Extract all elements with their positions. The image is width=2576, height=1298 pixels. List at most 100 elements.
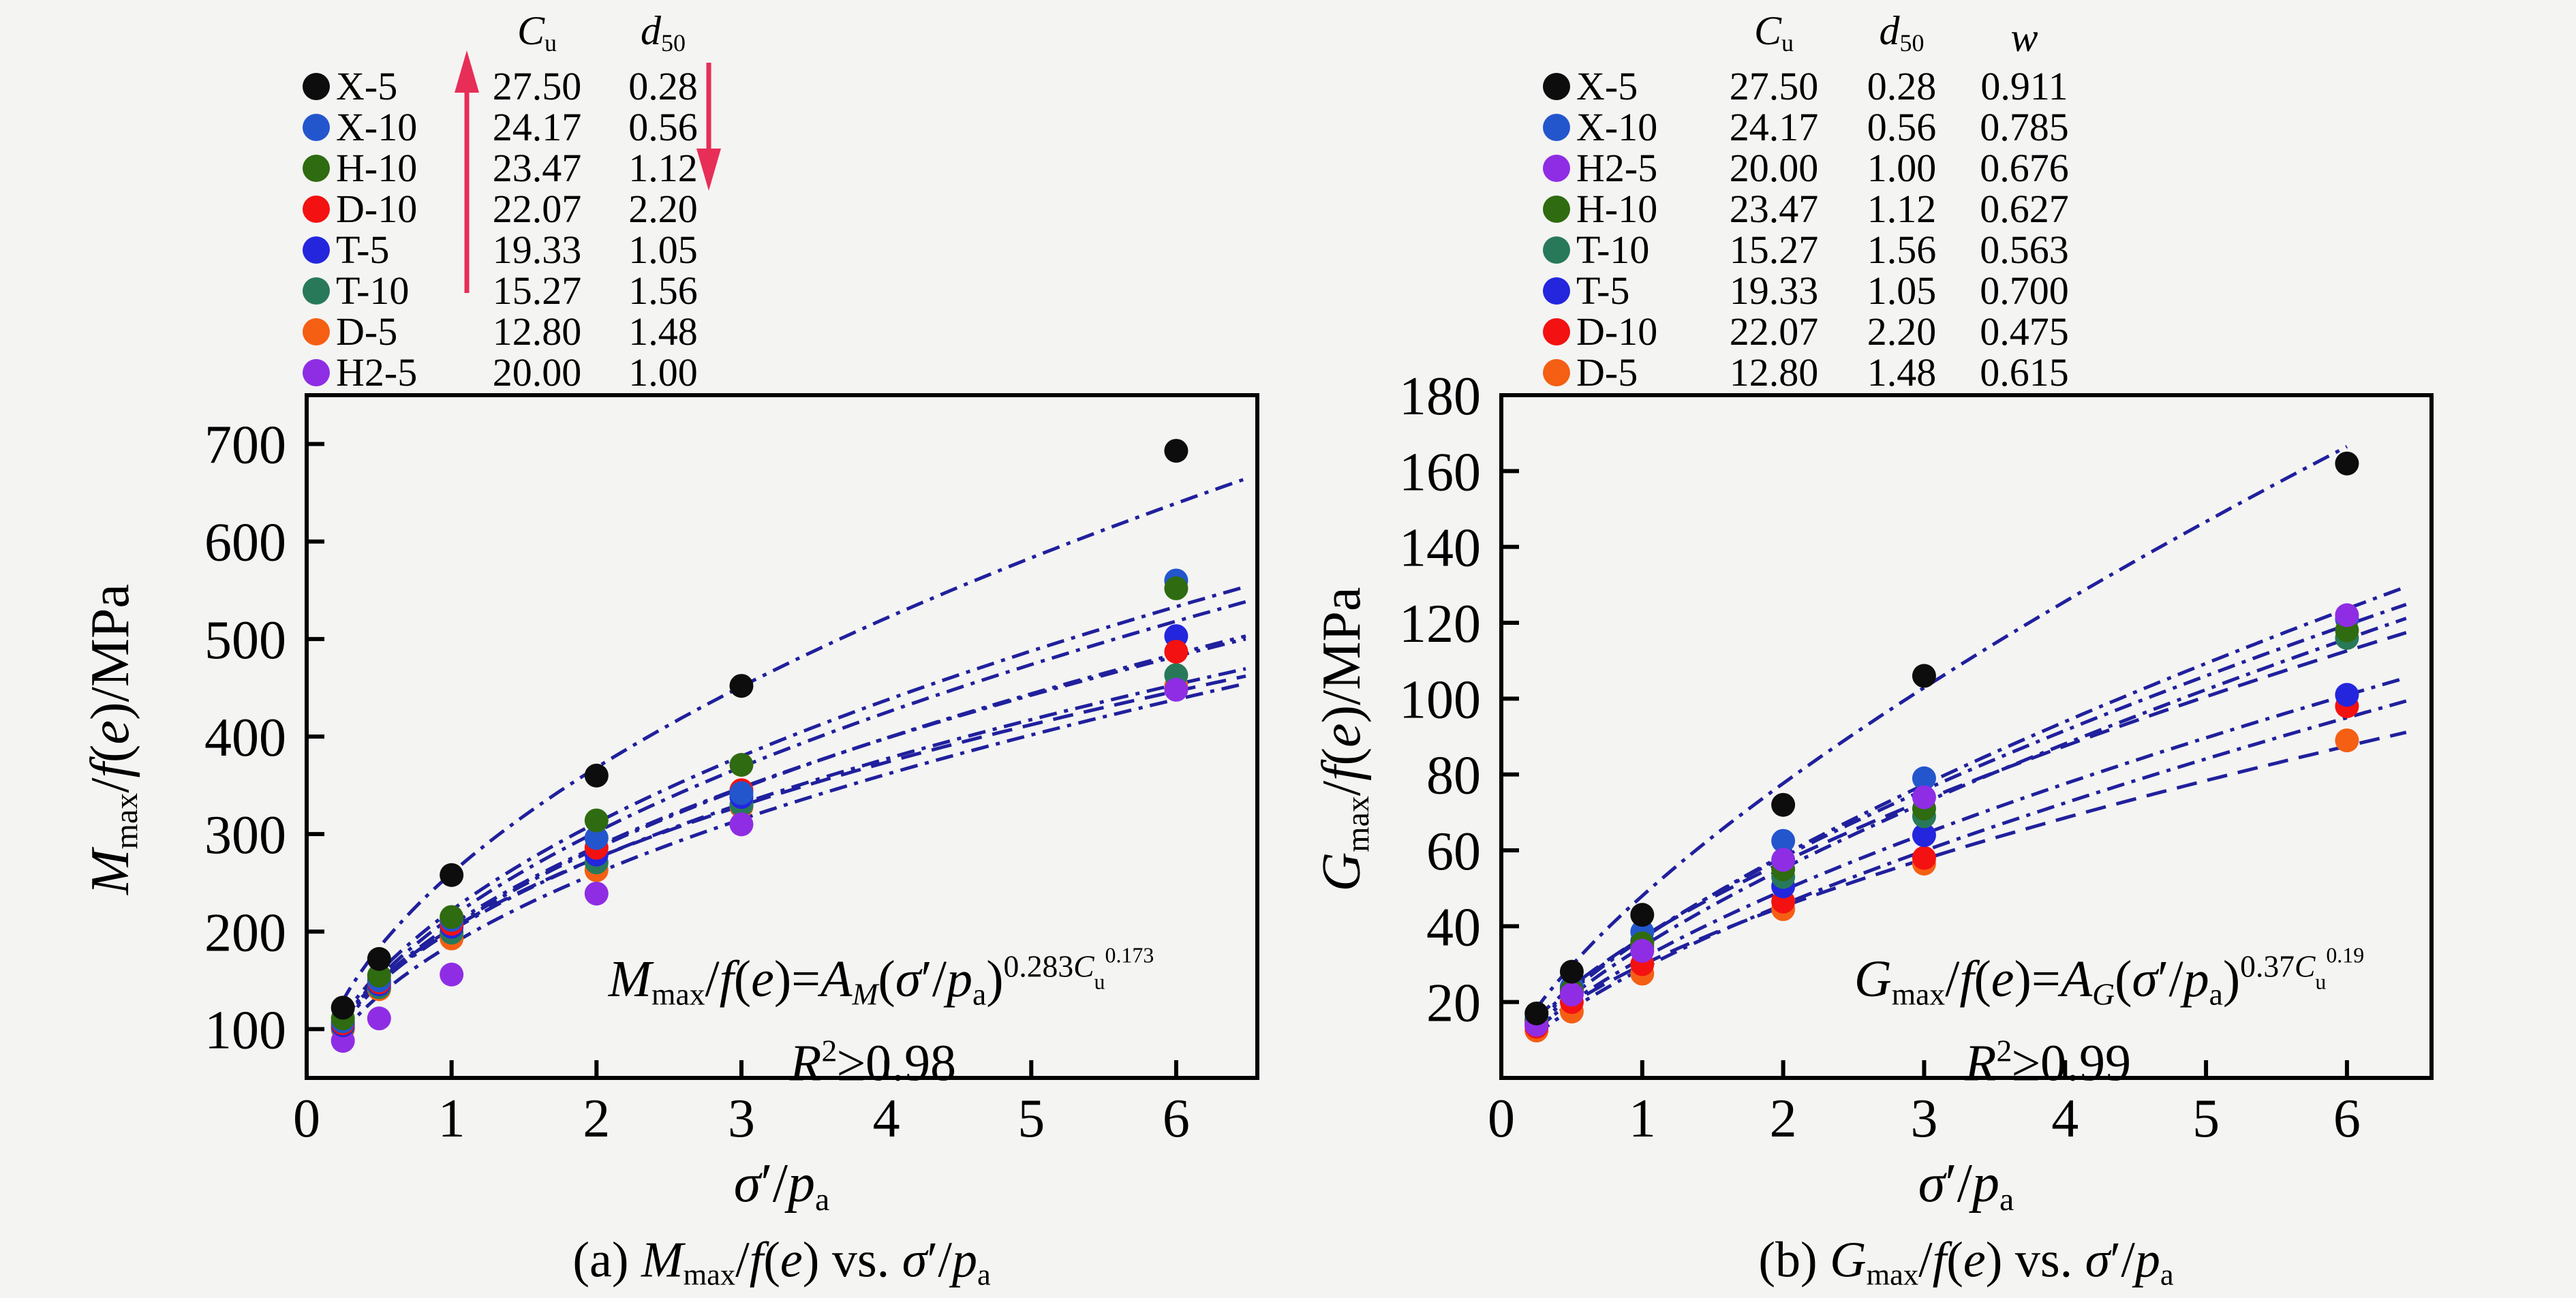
point-b-X-5-0.5 [1559,959,1584,984]
legend-row-D-5 [296,318,336,345]
rich-text-token: a [972,976,987,1012]
point-a-H2-5-0.5 [367,1006,391,1031]
x-tick-label-b-5: 5 [2192,1089,2220,1149]
y-tick-label-b-40: 40 [1426,897,1481,957]
legend-cu-X-10: 24.17 [1729,105,1819,149]
legend-label-X-10: X-10 [1576,105,1658,149]
rich-text-token: f [749,1232,764,1288]
rich-text-token: σ [733,1153,761,1214]
rich-text-token: p [1972,1153,1999,1214]
rich-text-token: G [2092,976,2115,1012]
rich-text-token: R [1965,1034,1997,1092]
rich-text-token: p [787,1153,815,1214]
legend-marker-H2-5 [1543,155,1570,182]
rich-text-token: e [751,950,774,1008]
rich-text-token: ) [1311,705,1372,724]
point-a-H-10-0.5 [367,963,391,988]
legend-w-X-5: 0.911 [1980,64,2068,108]
rich-text-token: max [1891,976,1946,1012]
point-a-H-10-1 [440,905,464,929]
fit-curve-a-X-5 [339,477,1246,1004]
fit-curve-b-D-10 [1534,699,2407,1037]
legend-label-D-5: D-5 [336,309,398,354]
rich-text-token: u [545,29,557,57]
legend-marker-X-5 [1543,73,1570,100]
rich-text-token: 0.283 [1003,948,1074,984]
legend-label-H-10: H-10 [336,146,418,190]
legend-cu-X-10: 24.17 [492,105,582,149]
rich-text-token: a [1999,1181,2014,1218]
rich-text-token: e [780,1232,803,1288]
legend-row-D-10 [296,196,336,223]
fit-curve-a-H-10 [339,585,1246,1020]
legend-b: Cu d50 w X-5 27.50 0.28 0.911 X-10 24.17 0.56 0.78… [1537,8,2087,393]
fit-curve-a-D-10 [340,634,1246,1028]
rich-text-token: / [2121,1232,2135,1288]
legend-d50-D-10: 2.20 [1867,309,1937,354]
legend-row-T-5 [296,236,336,264]
rich-text-token: 0.19 [2326,943,2365,968]
legend-marker-D-10 [303,196,330,223]
rich-text-token: ) [986,950,1004,1008]
x-tick-label-b-3: 3 [1910,1089,1937,1149]
legend-cu-H2-5: 20.00 [492,350,582,395]
caption-a: (a) Mmax/f(e) vs. σ′/pa [572,1231,990,1292]
legend-d50-T-10: 1.56 [1867,228,1937,272]
legend-label-D-5: D-5 [1576,350,1638,395]
rich-text-token: C [517,8,545,54]
legend-cu-T-5: 19.33 [1729,268,1819,313]
y-tick-label-b-160: 160 [1399,442,1481,502]
legend-row-T-5 [1537,277,1576,305]
rich-text-token: C [2294,948,2316,984]
rich-text-token: 50 [661,29,686,57]
rich-text-token: σ [2085,1232,2111,1288]
legend-row-X-5 [296,73,336,100]
point-b-H2-5-2 [1771,848,1796,872]
fit-curve-b-H2-5 [1533,602,2407,1024]
legend-label-X-10: X-10 [336,105,418,149]
rich-text-token: ( [878,950,895,1008]
legend-label-X-5: X-5 [1576,64,1638,108]
rich-text-token: G [1311,852,1372,892]
legend-w-H-10: 0.627 [1980,187,2069,231]
rich-text-token: M [641,1232,684,1288]
point-b-D-5-6 [2335,728,2359,753]
x-axis-label-b: σ′/pa [1918,1153,2014,1218]
legend-d50-X-5: 0.28 [628,64,698,108]
rich-text-token: ) [80,702,140,721]
rich-text-token: ′ [2157,950,2169,1008]
legend-header-cu: Cu [1706,10,1842,63]
point-b-T-5-6 [2335,683,2359,707]
point-a-H2-5-3 [729,812,754,837]
legend-label-H2-5: H2-5 [336,350,418,395]
x-tick-label-a-2: 2 [583,1089,610,1149]
rich-text-token: d [641,8,661,54]
point-a-H2-5-2 [584,881,609,906]
fit-equation-b: Gmax/f(e)=AG(σ′/pa)0.37Cu0.19 [1854,943,2364,1012]
rich-text-token: f [1311,765,1372,781]
fit-equation-a: Mmax/f(e)=AM(σ′/pa)0.283Cu0.173 [609,943,1154,1012]
point-a-H2-5-1 [440,962,464,987]
rich-text-token: M [608,950,652,1008]
rich-text-token: a [2209,976,2223,1012]
rich-text-token: max [1340,796,1377,852]
point-a-X-5-3 [729,674,754,698]
point-a-X-5-2 [584,763,609,788]
rich-text-token: ≥ [2012,1034,2040,1092]
y-tick-label-b-180: 180 [1399,367,1481,427]
point-b-X-10-2 [1771,829,1796,853]
x-tick-label-a-6: 6 [1163,1089,1190,1149]
legend-d50-H2-5: 1.00 [628,350,698,395]
rich-text-token: σ [2132,950,2158,1008]
legend-w-T-5: 0.700 [1980,268,2069,313]
rich-text-token: e [1963,1232,1986,1288]
x-tick-label-b-4: 4 [2051,1089,2079,1149]
legend-marker-D-5 [1543,359,1570,386]
rich-text-token: 50 [1899,29,1925,57]
legend-marker-T-5 [1543,277,1570,305]
rich-text-token: vs. [819,1232,902,1288]
legend-header-w: w [1961,17,2087,58]
rich-text-token: σ [1918,1153,1946,1214]
legend-w-X-10: 0.785 [1980,105,2069,149]
legend-cu-T-10: 15.27 [1729,228,1819,272]
